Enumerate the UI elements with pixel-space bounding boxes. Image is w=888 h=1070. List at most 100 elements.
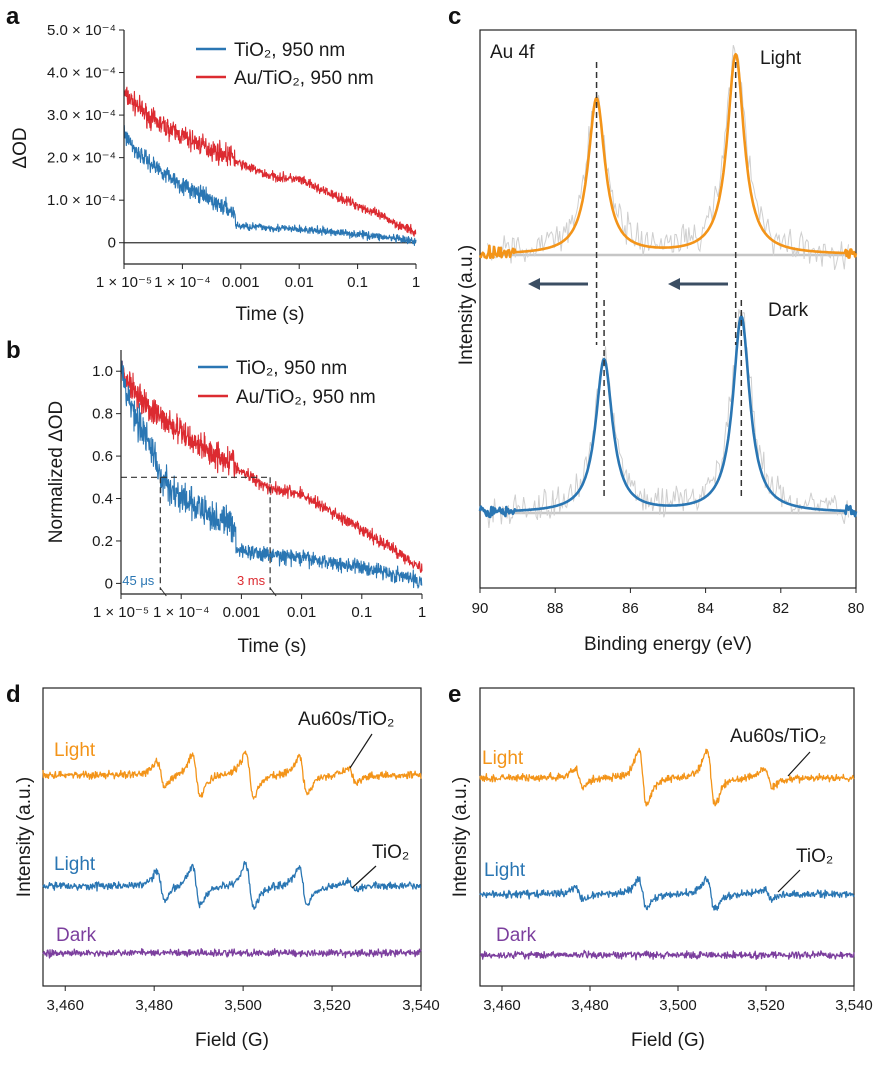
curve-label-dark: Dark xyxy=(768,300,809,321)
x-tick-label-a: 0.001 xyxy=(222,274,260,291)
tag-d-tio2: TiO₂ xyxy=(372,842,409,863)
y-tick-label-a: 2.0 × 10⁻⁴ xyxy=(47,150,116,167)
panel-label-b: b xyxy=(6,337,21,364)
legend-a-label-tio2: TiO₂, 950 nm xyxy=(234,40,345,61)
series-e xyxy=(479,747,855,961)
y-tick-label-b: 1.0 xyxy=(92,363,113,380)
pointer-e-tio2 xyxy=(777,869,801,893)
raw-data-light xyxy=(487,44,849,270)
y-tick-label-a: 3.0 × 10⁻⁴ xyxy=(47,107,116,124)
label-e-dark: Dark xyxy=(496,925,537,946)
x-tick-label-b: 0.001 xyxy=(223,604,261,621)
y-tick-label-b: 0.4 xyxy=(92,491,113,508)
y-tick-label-a: 4.0 × 10⁻⁴ xyxy=(47,65,116,82)
label-e-light-au: Light xyxy=(482,748,524,769)
panel-label-d: d xyxy=(6,681,21,708)
epr-trace-d-0 xyxy=(42,750,422,800)
plot-frame-d xyxy=(42,687,422,987)
panel-label-e: e xyxy=(448,681,461,708)
pointer-d-tio2 xyxy=(351,865,377,889)
panel-a: a ΔOD Time (s) 1 × 10⁻⁵ 1 × 10⁻⁴ 0.001 0.01… xyxy=(6,3,420,325)
xlabel-d: Field (G) xyxy=(195,1030,269,1051)
x-tick-label-b: 1 × 10⁻⁴ xyxy=(153,604,209,621)
series-b xyxy=(120,360,423,589)
epr-trace-e-2 xyxy=(479,949,855,961)
y-tick-label-a: 5.0 × 10⁻⁴ xyxy=(47,22,116,39)
x-tick-label-a: 0.1 xyxy=(347,274,368,291)
panel-c: c Intensity (a.u.) Binding energy (eV) A… xyxy=(448,3,864,655)
half-life-label: 3 ms xyxy=(237,573,266,588)
xlabel-e: Field (G) xyxy=(631,1030,705,1051)
panel-d: d Intensity (a.u.) Field (G) 3,460 3,480 3… xyxy=(6,681,440,1051)
epr-trace-e-0 xyxy=(479,747,855,807)
ylabel-c: Intensity (a.u.) xyxy=(456,245,477,365)
x-tick-label-c: 84 xyxy=(697,600,714,617)
series-line-b-0 xyxy=(120,360,423,589)
epr-trace-d-1 xyxy=(42,860,422,910)
x-tick-label-e: 3,460 xyxy=(483,997,521,1014)
curve-label-light: Light xyxy=(760,48,802,69)
xlabel-c: Binding energy (eV) xyxy=(584,634,752,655)
plot-frame-c xyxy=(479,29,857,589)
xlabel-a: Time (s) xyxy=(236,304,305,325)
label-d-light-tio2: Light xyxy=(54,854,96,875)
x-tick-label-c: 82 xyxy=(772,600,789,617)
fit-curve-dark xyxy=(478,314,858,519)
x-tick-label-c: 86 xyxy=(622,600,639,617)
raw-data-dark xyxy=(487,308,849,529)
half-tick-b xyxy=(269,587,277,597)
legend-a-label-au: Au/TiO₂, 950 nm xyxy=(234,68,374,89)
x-tick-label-b: 0.1 xyxy=(351,604,372,621)
legend-a: TiO₂, 950 nm Au/TiO₂, 950 nm xyxy=(196,40,374,89)
series-d xyxy=(42,750,422,959)
series-a xyxy=(123,86,417,247)
x-tick-label-e: 3,540 xyxy=(835,997,873,1014)
ticks-d: 3,460 3,480 3,500 3,520 3,540 xyxy=(46,986,440,1014)
x-tick-label-c: 88 xyxy=(547,600,564,617)
ticks-e: 3,460 3,480 3,500 3,520 3,540 xyxy=(483,986,873,1014)
y-tick-label-a: 0 xyxy=(108,235,116,252)
legend-b-label-tio2: TiO₂, 950 nm xyxy=(236,358,347,379)
half-tick-b xyxy=(159,587,167,597)
ylabel-b: Normalized ΔOD xyxy=(46,401,67,544)
title-c: Au 4f xyxy=(490,42,535,63)
y-tick-label-b: 0.2 xyxy=(92,533,113,550)
ticks-a: 1 × 10⁻⁵ 1 × 10⁻⁴ 0.001 0.01 0.1 1 0 1.0 × 10⁻⁴… xyxy=(47,22,420,291)
series-line-a-0 xyxy=(123,124,417,247)
xlabel-b: Time (s) xyxy=(238,636,307,657)
panel-e: e Intensity (a.u.) Field (G) 3,460 3,480 3… xyxy=(448,681,873,1051)
x-tick-label-a: 0.01 xyxy=(285,274,314,291)
x-tick-label-d: 3,500 xyxy=(224,997,262,1014)
x-tick-label-d: 3,480 xyxy=(135,997,173,1014)
epr-trace-d-2 xyxy=(42,948,422,959)
x-tick-label-a: 1 xyxy=(412,274,420,291)
x-tick-label-e: 3,500 xyxy=(659,997,697,1014)
shift-arrow-1-head xyxy=(528,278,540,290)
pointer-e-au xyxy=(787,751,811,777)
plot-frame-e xyxy=(479,687,855,987)
x-tick-label-b: 0.01 xyxy=(287,604,316,621)
half-life-label: 45 μs xyxy=(122,573,155,588)
shift-arrows-c xyxy=(528,278,728,290)
epr-trace-e-1 xyxy=(479,875,855,911)
y-tick-label-b: 0.8 xyxy=(92,406,113,423)
x-tick-label-c: 90 xyxy=(472,600,489,617)
x-tick-label-a: 1 × 10⁻⁵ xyxy=(96,274,152,291)
ticks-b: 1 × 10⁻⁵ 1 × 10⁻⁴ 0.001 0.01 0.1 1 0 0.2 0.4 0.6 0… xyxy=(92,363,426,621)
legend-b-label-au: Au/TiO₂, 950 nm xyxy=(236,387,376,408)
x-tick-label-e: 3,480 xyxy=(571,997,609,1014)
y-tick-label-a: 1.0 × 10⁻⁴ xyxy=(47,192,116,209)
series-line-b-1 xyxy=(120,360,423,573)
legend-b: TiO₂, 950 nm Au/TiO₂, 950 nm xyxy=(198,358,376,408)
y-tick-label-b: 0 xyxy=(105,575,113,592)
x-tick-label-a: 1 × 10⁻⁴ xyxy=(154,274,210,291)
x-tick-label-d: 3,460 xyxy=(46,997,84,1014)
x-tick-label-d: 3,540 xyxy=(402,997,440,1014)
ylabel-e: Intensity (a.u.) xyxy=(450,777,471,897)
half-life-markers-b: 45 μs 3 ms xyxy=(121,476,277,597)
label-d-light-au: Light xyxy=(54,740,96,761)
ylabel-d: Intensity (a.u.) xyxy=(14,777,35,897)
tag-e-au: Au60s/TiO₂ xyxy=(730,726,826,747)
x-tick-label-b: 1 xyxy=(418,604,426,621)
